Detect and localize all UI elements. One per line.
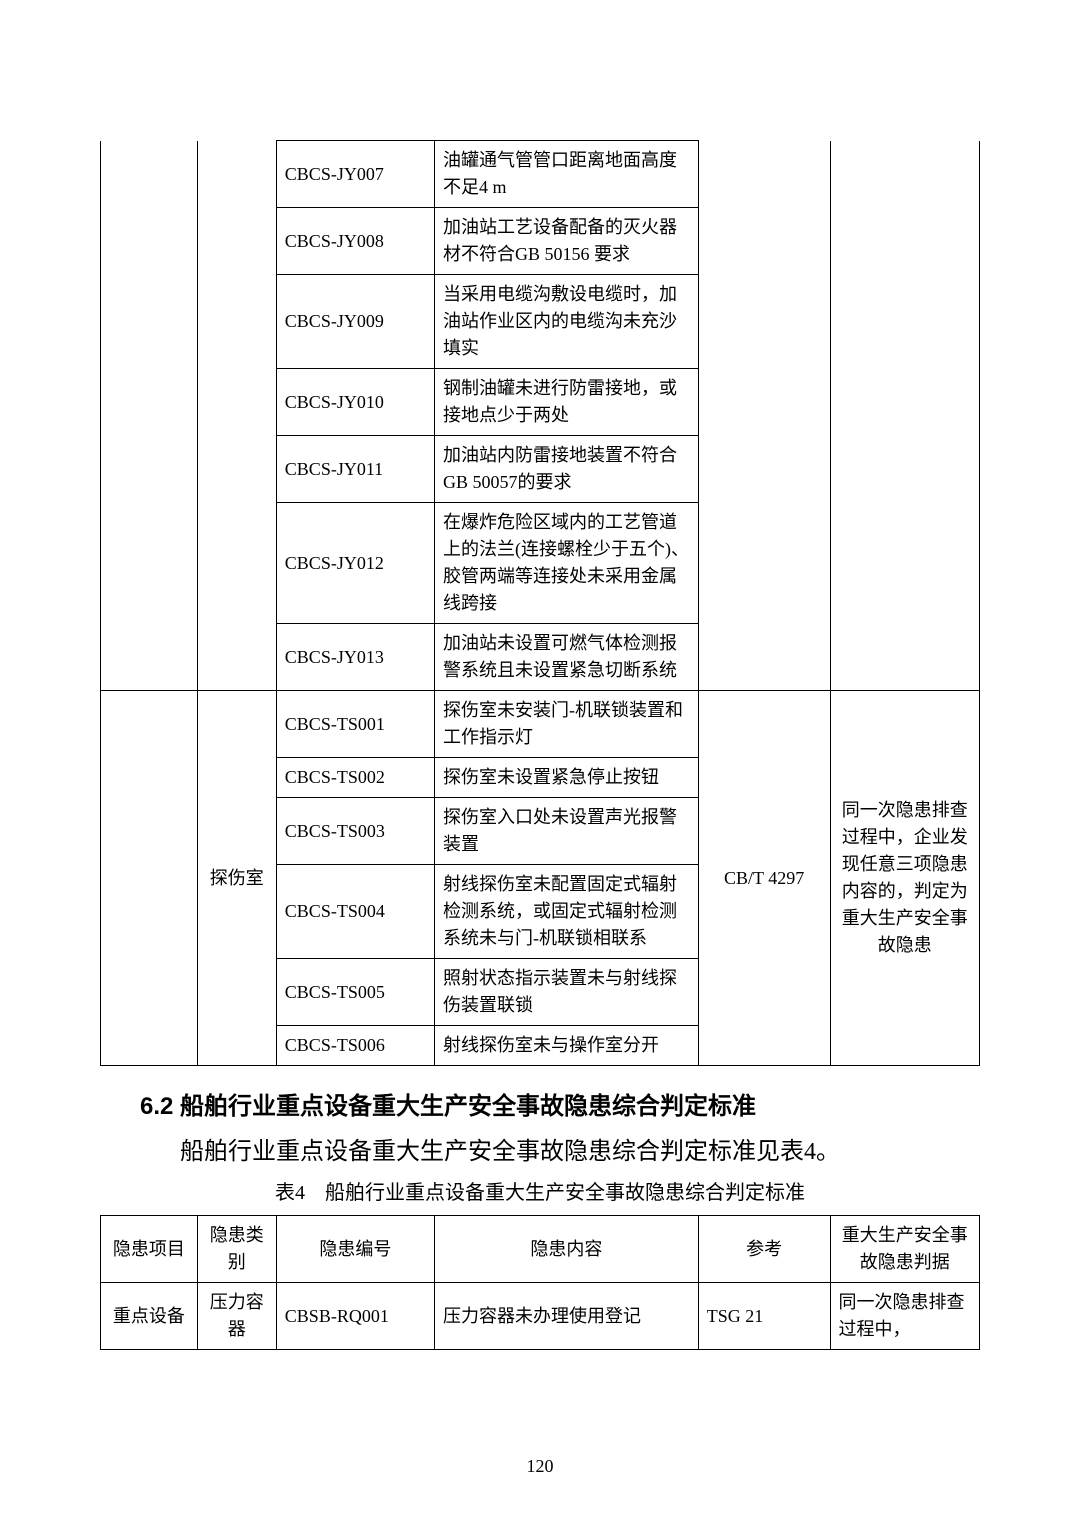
cell-content: 射线探伤室未与操作室分开	[435, 1026, 699, 1066]
cell-content: 射线探伤室未配置固定式辐射检测系统，或固定式辐射检测系统未与门-机联锁相联系	[435, 865, 699, 959]
cell-code: CBCS-JY010	[276, 369, 434, 436]
page-content: CBCS-JY007 油罐通气管管口距离地面高度不足4 m CBCS-JY008…	[100, 140, 980, 1350]
cell-content: 探伤室入口处未设置声光报警装置	[435, 798, 699, 865]
cell-content: 当采用电缆沟敷设电缆时，加油站作业区内的电缆沟未充沙填实	[435, 275, 699, 369]
cell-group2-label: 探伤室	[197, 691, 276, 1066]
cell-content: 加油站内防雷接地装置不符合GB 50057的要求	[435, 436, 699, 503]
cell-group1-col1	[101, 141, 198, 691]
header-cell: 隐患内容	[435, 1216, 699, 1283]
table-row: 探伤室 CBCS-TS001 探伤室未安装门-机联锁装置和工作指示灯 CB/T …	[101, 691, 980, 758]
cell-group2-col1	[101, 691, 198, 1066]
cell-content: 在爆炸危险区域内的工艺管道上的法兰(连接螺栓少于五个)、胶管两端等连接处未采用金…	[435, 503, 699, 624]
cell-code: CBCS-JY012	[276, 503, 434, 624]
cell-group1-col6	[830, 141, 979, 691]
cell-content: 钢制油罐未进行防雷接地，或接地点少于两处	[435, 369, 699, 436]
cell-code: CBCS-JY007	[276, 141, 434, 208]
cell-code: CBCS-JY008	[276, 208, 434, 275]
header-cell: 隐患项目	[101, 1216, 198, 1283]
cell-code: CBCS-TS006	[276, 1026, 434, 1066]
cell-code: CBCS-JY013	[276, 624, 434, 691]
cell-note: 同一次隐患排查过程中，	[830, 1283, 979, 1350]
cell-ref: TSG 21	[698, 1283, 830, 1350]
cell-content: 加油站未设置可燃气体检测报警系统且未设置紧急切断系统	[435, 624, 699, 691]
table-header-row: 隐患项目 隐患类别 隐患编号 隐患内容 参考 重大生产安全事故隐患判据	[101, 1216, 980, 1283]
cell-code: CBCS-TS002	[276, 758, 434, 798]
cell-group1-col2	[197, 141, 276, 691]
table-row: 重点设备 压力容器 CBSB-RQ001 压力容器未办理使用登记 TSG 21 …	[101, 1283, 980, 1350]
cell-code: CBCS-TS004	[276, 865, 434, 959]
header-cell: 参考	[698, 1216, 830, 1283]
hazard-table-1: CBCS-JY007 油罐通气管管口距离地面高度不足4 m CBCS-JY008…	[100, 140, 980, 1066]
cell-group1-col5	[698, 141, 830, 691]
cell-col2: 压力容器	[197, 1283, 276, 1350]
cell-code: CBCS-JY009	[276, 275, 434, 369]
cell-code: CBCS-JY011	[276, 436, 434, 503]
cell-code: CBCS-TS003	[276, 798, 434, 865]
table4-caption: 表4 船舶行业重点设备重大生产安全事故隐患综合判定标准	[100, 1176, 980, 1205]
header-cell: 重大生产安全事故隐患判据	[830, 1216, 979, 1283]
cell-content: 探伤室未安装门-机联锁装置和工作指示灯	[435, 691, 699, 758]
header-cell: 隐患类别	[197, 1216, 276, 1283]
cell-content: 油罐通气管管口距离地面高度不足4 m	[435, 141, 699, 208]
hazard-table-4: 隐患项目 隐患类别 隐患编号 隐患内容 参考 重大生产安全事故隐患判据 重点设备…	[100, 1215, 980, 1350]
table-row: CBCS-JY007 油罐通气管管口距离地面高度不足4 m	[101, 141, 980, 208]
cell-code: CBCS-TS001	[276, 691, 434, 758]
header-cell: 隐患编号	[276, 1216, 434, 1283]
cell-code: CBCS-TS005	[276, 959, 434, 1026]
cell-content: 探伤室未设置紧急停止按钮	[435, 758, 699, 798]
cell-group2-ref: CB/T 4297	[698, 691, 830, 1066]
cell-col1: 重点设备	[101, 1283, 198, 1350]
body-text: 船舶行业重点设备重大生产安全事故隐患综合判定标准见表4。	[100, 1131, 980, 1166]
table1-container: CBCS-JY007 油罐通气管管口距离地面高度不足4 m CBCS-JY008…	[100, 140, 980, 1066]
cell-content: 压力容器未办理使用登记	[435, 1283, 699, 1350]
cell-content: 加油站工艺设备配备的灭火器材不符合GB 50156 要求	[435, 208, 699, 275]
cell-group2-note: 同一次隐患排查过程中，企业发现任意三项隐患内容的，判定为重大生产安全事故隐患	[830, 691, 979, 1066]
page-number: 120	[0, 1456, 1080, 1477]
cell-content: 照射状态指示装置未与射线探伤装置联锁	[435, 959, 699, 1026]
section-heading: 6.2 船舶行业重点设备重大生产安全事故隐患综合判定标准	[100, 1086, 980, 1121]
cell-code: CBSB-RQ001	[276, 1283, 434, 1350]
